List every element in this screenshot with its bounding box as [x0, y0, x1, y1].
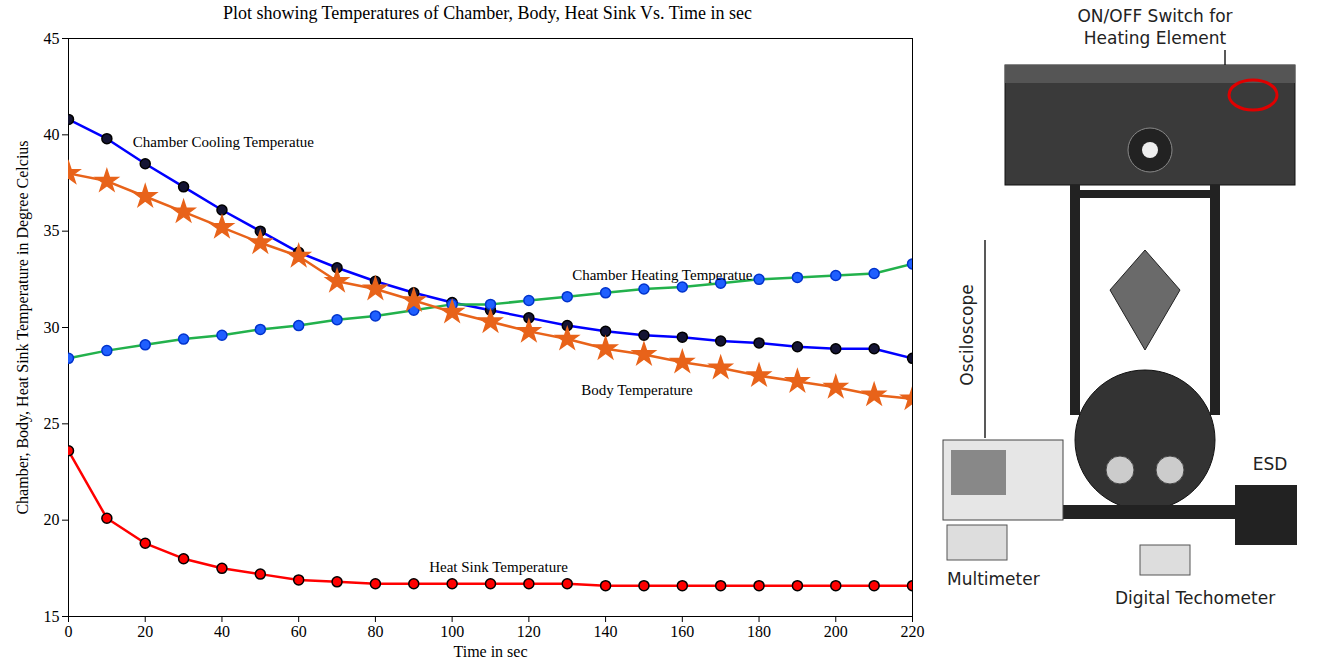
svg-text:0: 0 — [65, 623, 73, 640]
svg-text:Heat Sink Temperature: Heat Sink Temperature — [429, 559, 568, 575]
svg-text:15: 15 — [44, 608, 60, 625]
svg-text:Heating Element: Heating Element — [1084, 28, 1227, 48]
svg-text:40: 40 — [214, 623, 230, 640]
svg-text:45: 45 — [44, 30, 60, 47]
svg-text:160: 160 — [670, 623, 694, 640]
svg-text:100: 100 — [440, 623, 464, 640]
svg-text:220: 220 — [901, 623, 925, 640]
svg-text:Osciloscope: Osciloscope — [957, 284, 977, 385]
svg-text:180: 180 — [747, 623, 771, 640]
svg-text:200: 200 — [824, 623, 848, 640]
svg-text:Chamber Cooling Temperatue: Chamber Cooling Temperatue — [133, 134, 314, 150]
svg-text:140: 140 — [594, 623, 618, 640]
svg-text:20: 20 — [137, 623, 153, 640]
svg-text:40: 40 — [44, 126, 60, 143]
svg-text:Chamber, Body, Heat Sink Tempe: Chamber, Body, Heat Sink Temperature in … — [14, 140, 32, 514]
svg-text:ON/OFF Switch for: ON/OFF Switch for — [1077, 6, 1232, 26]
svg-text:Multimeter: Multimeter — [947, 569, 1040, 589]
svg-text:ESD: ESD — [1253, 454, 1288, 474]
svg-text:35: 35 — [44, 222, 60, 239]
svg-text:Chamber Heating Temperatue: Chamber Heating Temperatue — [572, 267, 753, 283]
svg-text:80: 80 — [367, 623, 383, 640]
svg-text:30: 30 — [44, 319, 60, 336]
svg-text:60: 60 — [291, 623, 307, 640]
svg-text:25: 25 — [44, 415, 60, 432]
svg-text:120: 120 — [517, 623, 541, 640]
svg-text:20: 20 — [44, 511, 60, 528]
svg-text:Digital Techometer: Digital Techometer — [1115, 588, 1275, 608]
svg-text:Time in sec: Time in sec — [453, 643, 527, 660]
html-text:Plot showing Temperatures of C: Plot showing Temperatures of Chamber, Bo… — [222, 3, 753, 23]
svg-text:Body Temperature: Body Temperature — [581, 382, 693, 398]
